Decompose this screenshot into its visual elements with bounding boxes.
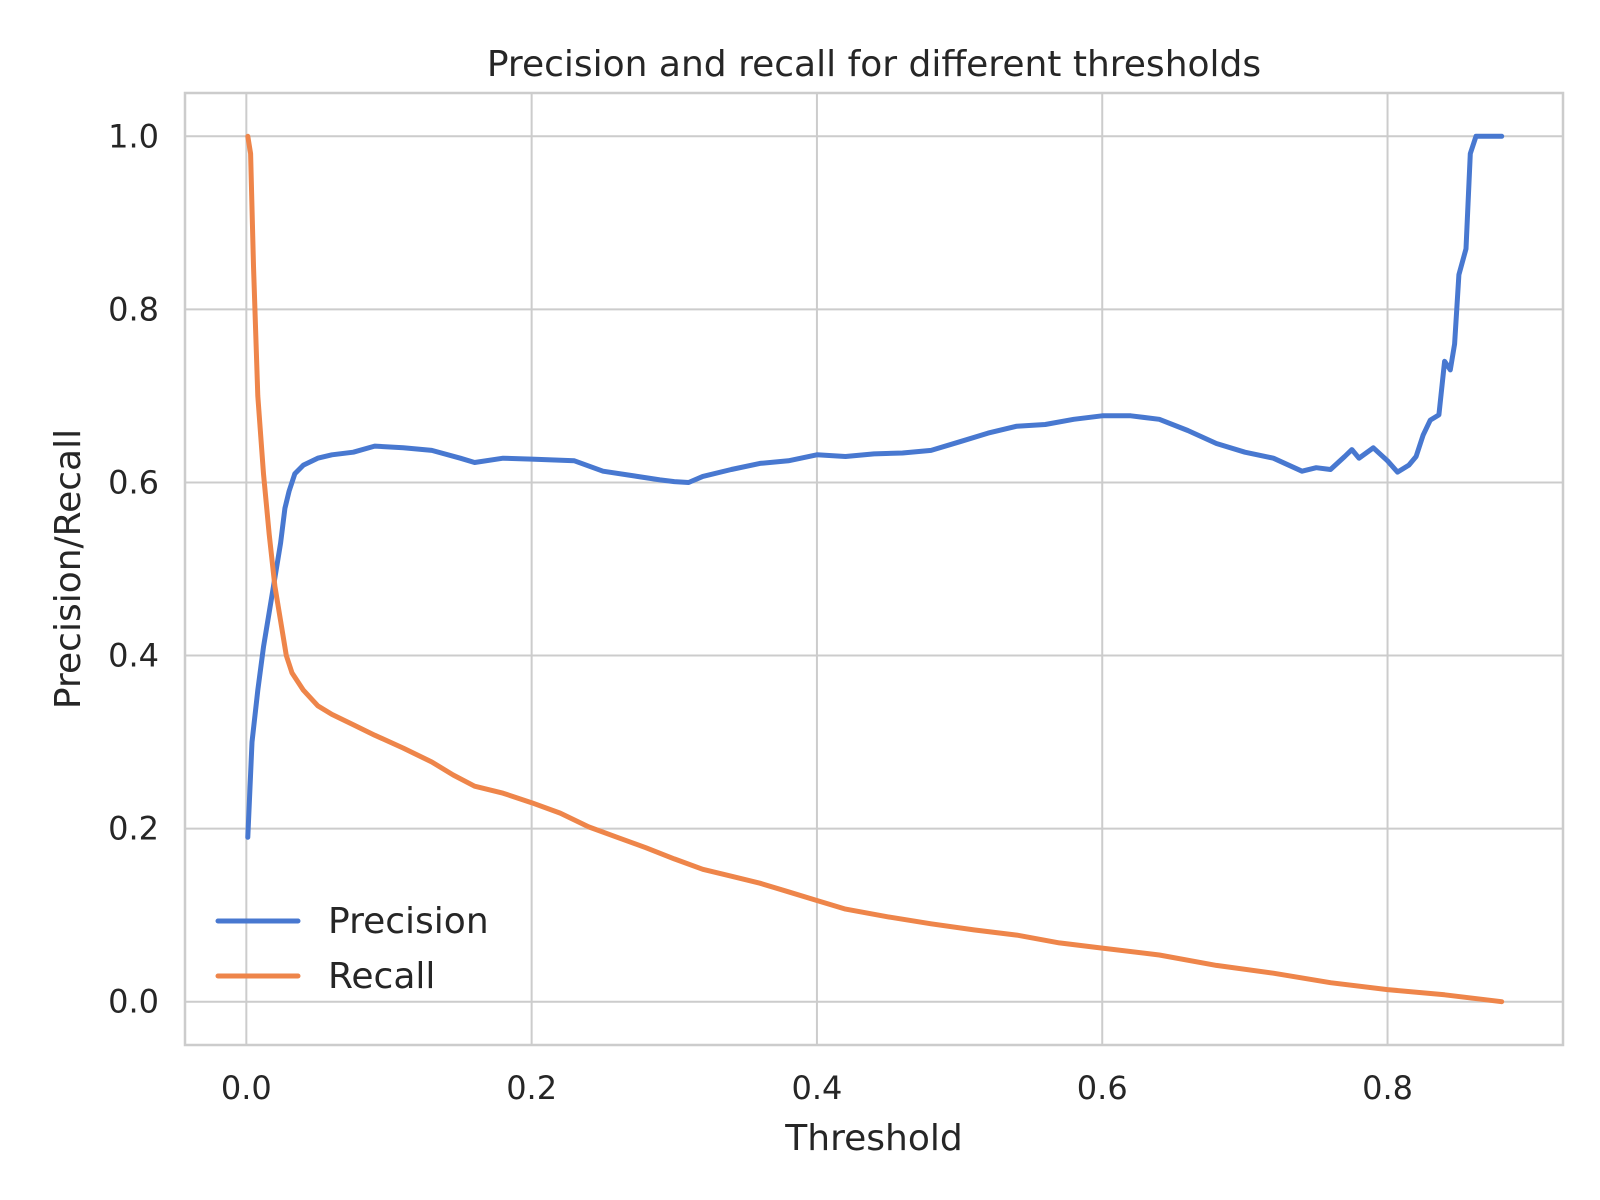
legend-label-precision: Precision: [328, 901, 489, 942]
x-axis-label: Threshold: [784, 1118, 962, 1159]
x-tick-label: 0.2: [506, 1069, 557, 1107]
series-line-recall: [245, 133, 1505, 1005]
x-tick-label: 0.6: [1077, 1069, 1128, 1107]
tick-labels: 0.0 0.2 0.4 0.6 0.8 0.0 0.2 0.4 0.6 0.8 1.0: [108, 117, 1413, 1107]
y-tick-label: 1.0: [108, 117, 159, 155]
y-tick-label: 0.4: [108, 637, 159, 675]
chart-title: Precision and recall for different thres…: [487, 44, 1261, 85]
grid: [185, 93, 1563, 1045]
x-tick-label: 0.4: [791, 1069, 842, 1107]
y-tick-label: 0.8: [108, 290, 159, 328]
y-tick-label: 0.2: [108, 810, 159, 848]
series-lines: [245, 133, 1505, 1005]
y-axis-label: Precision/Recall: [48, 429, 89, 709]
plot-frame: [183, 91, 1565, 1047]
legend: Precision Recall: [215, 901, 489, 997]
y-tick-label: 0.6: [108, 463, 159, 501]
y-tick-label: 0.0: [108, 983, 159, 1021]
legend-label-recall: Recall: [328, 956, 435, 997]
x-tick-label: 0.8: [1362, 1069, 1413, 1107]
series-line-precision: [245, 133, 1505, 840]
x-tick-label: 0.0: [221, 1069, 272, 1107]
